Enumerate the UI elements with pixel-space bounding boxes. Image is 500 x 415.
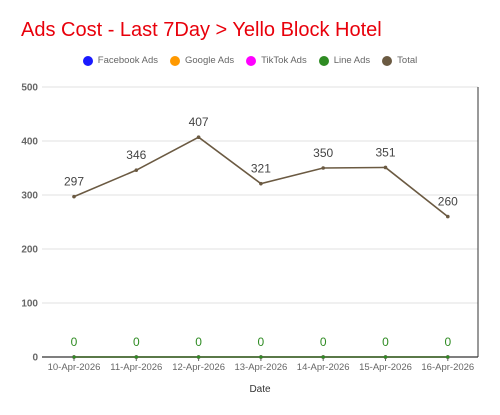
data-label: 0 xyxy=(195,335,202,349)
y-tick-label: 200 xyxy=(21,245,38,256)
data-label: 346 xyxy=(126,148,146,162)
data-point[interactable] xyxy=(446,214,450,219)
data-point[interactable] xyxy=(383,355,388,359)
legend-label: TikTok Ads xyxy=(261,55,307,66)
data-point[interactable] xyxy=(259,355,263,359)
legend-swatch xyxy=(169,55,180,66)
chart-legend: Facebook Ads Google Ads TikTok Ads Line Ads… xyxy=(0,55,500,66)
x-tick-label: 14-Apr-2026 xyxy=(297,362,350,373)
data-label: 0 xyxy=(444,335,451,349)
y-axis-ticks: 0 100 200 300 400 500 xyxy=(21,83,38,364)
x-tick-label: 15-Apr-2026 xyxy=(359,362,412,373)
legend-item[interactable]: Line Ads xyxy=(318,55,371,66)
data-label: 321 xyxy=(251,162,271,176)
x-axis-label: Date xyxy=(249,384,271,395)
x-tick-label: 13-Apr-2026 xyxy=(234,362,287,373)
data-label: 297 xyxy=(64,175,84,189)
data-point[interactable] xyxy=(321,166,326,170)
x-tick-label: 10-Apr-2026 xyxy=(48,362,101,373)
data-point[interactable] xyxy=(196,355,201,359)
y-tick-label: 0 xyxy=(32,353,38,364)
x-tick-label: 12-Apr-2026 xyxy=(172,362,225,373)
data-point[interactable] xyxy=(134,355,139,359)
data-point[interactable] xyxy=(446,355,450,359)
legend-item[interactable]: Total xyxy=(382,55,417,66)
x-axis-ticks: 10-Apr-2026 11-Apr-2026 12-Apr-2026 13-Apr-… xyxy=(48,357,474,373)
data-point[interactable] xyxy=(321,355,326,359)
y-tick-label: 500 xyxy=(21,83,38,94)
legend-item[interactable]: Facebook Ads xyxy=(82,55,158,66)
data-point[interactable] xyxy=(134,168,139,172)
data-label: 0 xyxy=(133,335,140,349)
y-tick-label: 100 xyxy=(21,299,38,310)
data-label: 260 xyxy=(438,195,458,209)
legend-label: Google Ads xyxy=(184,55,235,66)
x-tick-label: 16-Apr-2026 xyxy=(421,362,474,373)
data-point[interactable] xyxy=(383,165,388,170)
data-label: 407 xyxy=(189,115,209,129)
legend-label: Facebook Ads xyxy=(97,55,158,66)
data-label: 0 xyxy=(382,335,389,349)
legend-label: Line Ads xyxy=(333,55,371,66)
legend-swatch xyxy=(246,55,257,66)
y-tick-label: 400 xyxy=(21,137,38,148)
grid-lines xyxy=(42,86,479,358)
legend-item[interactable]: Google Ads xyxy=(169,55,235,66)
data-labels: 297 346 407 321 350 351 260 0 0 0 0 0 0 0 xyxy=(64,115,458,349)
data-label: 0 xyxy=(258,335,265,349)
series-lines xyxy=(72,135,450,359)
chart-title: Ads Cost - Last 7Day > Yello Block Hotel xyxy=(21,19,382,41)
data-point[interactable] xyxy=(72,355,76,359)
data-label: 0 xyxy=(71,335,78,349)
data-label: 0 xyxy=(320,335,327,349)
legend-swatch xyxy=(82,55,93,66)
legend-label: Total xyxy=(397,55,418,66)
legend-swatch xyxy=(382,55,393,66)
data-point[interactable] xyxy=(196,135,201,140)
x-tick-label: 11-Apr-2026 xyxy=(110,362,162,373)
data-point[interactable] xyxy=(259,181,263,186)
data-label: 351 xyxy=(375,145,395,159)
y-tick-label: 300 xyxy=(21,191,38,202)
data-label: 350 xyxy=(313,146,333,160)
data-point[interactable] xyxy=(72,194,76,199)
legend-swatch xyxy=(318,55,329,66)
legend-item[interactable]: TikTok Ads xyxy=(246,55,307,66)
